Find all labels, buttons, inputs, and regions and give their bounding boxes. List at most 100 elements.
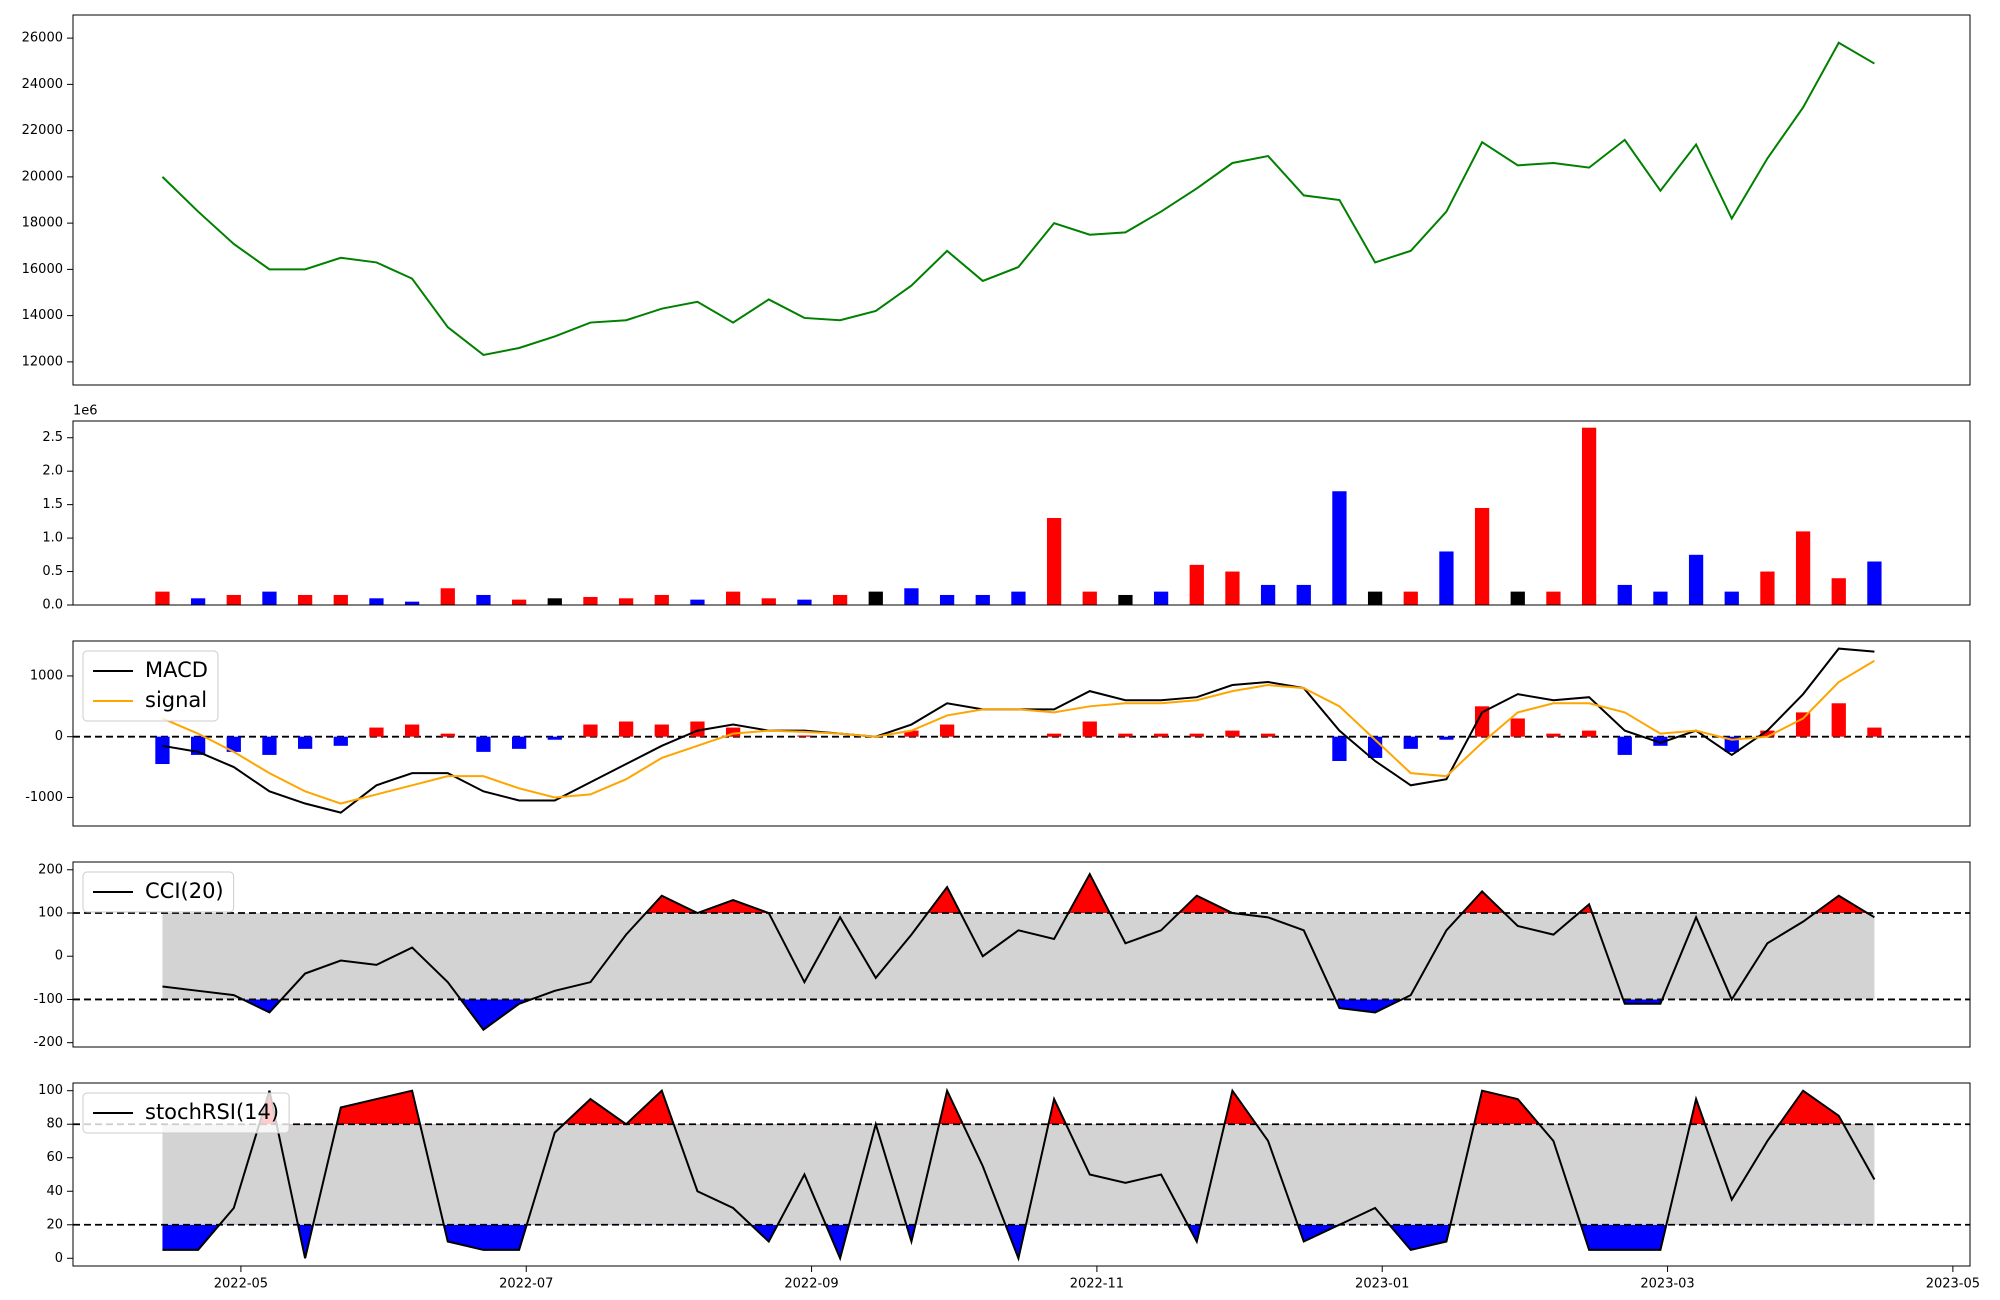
histogram-bar — [939, 724, 955, 737]
bar — [618, 598, 634, 605]
axes-frame — [72, 1082, 1971, 1267]
histogram-bar — [1260, 733, 1276, 737]
bar — [1831, 578, 1846, 605]
bar — [725, 591, 741, 605]
bar — [975, 594, 990, 605]
y-tick-label: 80 — [46, 1117, 63, 1132]
histogram-bar — [155, 736, 170, 765]
legend-label: signal — [145, 688, 207, 712]
bar — [1439, 551, 1454, 605]
y-tick-label: 0 — [55, 1251, 63, 1266]
y-tick-label: 0.5 — [42, 564, 63, 579]
bar — [1617, 584, 1632, 605]
bar — [1332, 491, 1347, 605]
bar — [939, 594, 955, 605]
bar — [190, 598, 206, 605]
legend-label: CCI(20) — [145, 879, 224, 903]
histogram-bar — [511, 736, 527, 749]
bar — [511, 599, 527, 605]
bar — [440, 588, 455, 605]
histogram-bar — [1046, 733, 1062, 737]
y-tick-label: 16000 — [22, 262, 63, 277]
bar — [1011, 591, 1026, 605]
histogram-bar — [1581, 730, 1597, 737]
y-tick-label: -100 — [33, 992, 63, 1007]
bar — [1760, 571, 1775, 605]
bar — [1688, 554, 1704, 605]
axes-frame — [72, 640, 1971, 827]
bar — [1403, 591, 1418, 605]
y-tick-label: -1000 — [25, 790, 63, 805]
histogram-bar — [797, 735, 812, 737]
bar — [1546, 591, 1561, 605]
histogram-bar — [1153, 733, 1169, 737]
axes-frame — [72, 420, 1971, 606]
panel: 0 20 40 60 80 100 2022-05 2022-07 2022-09 2022-11… — [38, 1082, 1980, 1292]
x-tick-label: 2022-11 — [1070, 1277, 1124, 1292]
bar — [1225, 571, 1240, 605]
y-tick-label: 24000 — [22, 77, 63, 92]
y-tick-label: 22000 — [22, 123, 63, 138]
bar — [1867, 561, 1882, 605]
histogram-bar — [369, 727, 384, 737]
bar — [1260, 584, 1276, 605]
panel: 12000 14000 16000 18000 20000 22000 24000 26000 — [22, 14, 1971, 386]
bar — [297, 594, 313, 605]
bar — [1474, 507, 1490, 605]
bar — [1296, 584, 1311, 605]
y-tick-label: 1000 — [30, 668, 63, 683]
histogram-bar — [1510, 718, 1525, 737]
x-tick-label: 2022-09 — [784, 1277, 838, 1292]
histogram-bar — [654, 724, 669, 737]
bar — [1082, 591, 1097, 605]
histogram-bar — [1724, 736, 1739, 752]
bar — [333, 594, 348, 605]
y-tick-label: 20000 — [22, 169, 63, 184]
y-tick-label: 1.5 — [42, 497, 63, 512]
y-tick-label: 100 — [38, 906, 63, 921]
x-tick-label: 2023-01 — [1355, 1277, 1409, 1292]
bar — [155, 591, 170, 605]
legend — [82, 871, 235, 913]
histogram-bar — [1403, 736, 1418, 749]
plot-area — [73, 1087, 1970, 1262]
bar — [868, 591, 883, 605]
histogram-bar — [476, 736, 491, 752]
y-tick-label: 0.0 — [42, 598, 63, 613]
axes-frame — [72, 861, 1971, 1048]
panel: -200 -100 0 100 200 CCI(20) — [33, 861, 1971, 1050]
histogram-bar — [583, 724, 598, 737]
histogram-bar — [1332, 736, 1347, 761]
y-tick-label: 60 — [46, 1150, 63, 1165]
histogram-bar — [1474, 706, 1490, 737]
histogram-bar — [1617, 736, 1632, 755]
bar — [1653, 591, 1668, 605]
bar — [262, 591, 277, 605]
y-tick-label: 40 — [46, 1184, 63, 1199]
histogram-bar — [1225, 730, 1240, 737]
panel: -1000 0 1000 MACD signal — [25, 640, 1971, 827]
bar — [1118, 594, 1133, 605]
x-tick-label: 2023-03 — [1640, 1277, 1694, 1292]
histogram-bar — [262, 736, 277, 755]
histogram-bar — [440, 733, 455, 737]
histogram-bar — [1118, 733, 1133, 737]
histogram-bar — [333, 736, 348, 746]
histogram-bar — [1189, 733, 1204, 737]
histogram-bar — [1867, 727, 1882, 737]
histogram-bar — [1831, 703, 1846, 737]
histogram-bar — [1653, 736, 1668, 746]
histogram-bar — [725, 727, 741, 737]
bar — [226, 594, 241, 605]
band — [162, 913, 1875, 1000]
y-tick-label: 100 — [38, 1083, 63, 1098]
bar — [1581, 427, 1597, 605]
axis-offset-label: 1e6 — [73, 404, 98, 419]
legend — [82, 1092, 290, 1134]
series-line — [162, 871, 1875, 1032]
series-line — [161, 41, 1875, 357]
bar — [1367, 591, 1383, 605]
y-tick-label: 18000 — [22, 216, 63, 231]
y-tick-label: 12000 — [22, 354, 63, 369]
